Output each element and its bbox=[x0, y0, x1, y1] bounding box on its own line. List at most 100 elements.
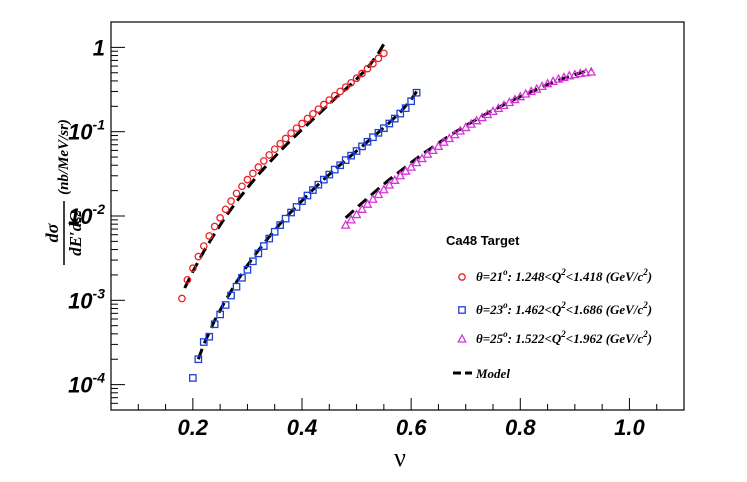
data-point bbox=[358, 69, 366, 78]
data-point bbox=[325, 170, 334, 179]
legend-marker bbox=[458, 306, 466, 314]
data-point bbox=[406, 161, 417, 171]
data-point bbox=[276, 139, 285, 148]
data-point bbox=[352, 74, 361, 83]
legend-label: θ=23o: 1.462<Q2<1.686 (GeV/c2) bbox=[476, 300, 652, 317]
data-point bbox=[319, 175, 328, 184]
data-point bbox=[389, 174, 400, 184]
legend-marker bbox=[458, 273, 466, 281]
y-tick-label: 10-4 bbox=[68, 370, 105, 398]
data-point bbox=[314, 105, 323, 114]
data-point bbox=[199, 242, 208, 250]
data-point bbox=[259, 242, 268, 250]
data-point bbox=[373, 189, 384, 199]
data-point bbox=[363, 137, 372, 146]
data-point bbox=[303, 114, 312, 123]
data-point bbox=[194, 355, 203, 364]
y-tick-label: 10-2 bbox=[68, 201, 105, 229]
data-point bbox=[276, 221, 285, 229]
data-point bbox=[221, 301, 230, 309]
data-point bbox=[325, 96, 334, 104]
axes: 0.2 0.4 0.6 0.8 1.0 1 10-1 10-2 10-3 10-4 bbox=[68, 21, 685, 440]
data-point bbox=[254, 249, 263, 258]
data-point bbox=[378, 184, 389, 194]
data-point bbox=[412, 88, 421, 97]
data-point bbox=[210, 222, 219, 231]
data-point bbox=[292, 203, 301, 211]
data-point bbox=[281, 134, 290, 143]
x-tick-label: 0.4 bbox=[287, 415, 318, 440]
data-point bbox=[330, 91, 339, 100]
data-point bbox=[362, 198, 373, 208]
model-curve bbox=[344, 67, 592, 220]
data-point bbox=[341, 83, 350, 91]
data-point bbox=[385, 119, 394, 128]
data-point bbox=[559, 72, 569, 82]
data-point bbox=[287, 129, 295, 138]
data-point bbox=[564, 70, 575, 80]
legend: Ca48 Target θ=21o: 1.248<Q2<1.418 (GeV/c… bbox=[446, 233, 652, 381]
data-point bbox=[210, 320, 219, 329]
data-point bbox=[575, 68, 586, 78]
data-point bbox=[363, 64, 372, 73]
series-square bbox=[189, 88, 421, 382]
data-point bbox=[586, 66, 597, 76]
data-point bbox=[232, 282, 241, 291]
data-point bbox=[314, 180, 323, 189]
data-point bbox=[336, 87, 345, 96]
legend-title: Ca48 Target bbox=[446, 233, 520, 248]
data-point bbox=[194, 252, 203, 261]
data-point bbox=[569, 69, 580, 79]
data-point bbox=[238, 182, 246, 191]
plot-frame bbox=[110, 21, 685, 411]
data-point bbox=[369, 133, 377, 142]
legend-label: θ=25o: 1.522<Q2<1.962 (GeV/c2) bbox=[476, 329, 652, 346]
y-title-denominator: dE′dΩ bbox=[66, 210, 85, 256]
data-point bbox=[298, 119, 306, 128]
data-point bbox=[216, 310, 224, 319]
data-point bbox=[270, 145, 279, 154]
legend-label: θ=21o: 1.248<Q2<1.418 (GeV/c2) bbox=[476, 267, 652, 284]
x-tick-label: 0.8 bbox=[505, 415, 536, 440]
data-point bbox=[287, 208, 295, 217]
data-point bbox=[178, 294, 186, 303]
model-curves bbox=[183, 43, 592, 360]
data-point bbox=[189, 264, 197, 273]
data-point bbox=[351, 209, 362, 219]
model-curve bbox=[196, 90, 418, 360]
data-point bbox=[303, 191, 312, 200]
data-point bbox=[341, 156, 350, 164]
legend-model-label: Model bbox=[475, 366, 510, 381]
data-point bbox=[358, 142, 366, 151]
data-point bbox=[368, 193, 378, 203]
data-point bbox=[221, 205, 230, 214]
y-tick-label: 10-1 bbox=[68, 117, 105, 145]
data-point bbox=[330, 165, 339, 174]
data-point bbox=[298, 197, 306, 206]
data-point bbox=[380, 49, 388, 58]
data-point bbox=[396, 109, 405, 118]
data-point bbox=[227, 197, 235, 206]
data-point bbox=[340, 219, 351, 229]
data-point bbox=[227, 291, 235, 300]
data-point bbox=[270, 227, 279, 236]
legend-marker bbox=[457, 333, 467, 343]
y-title-unit: (nb/MeV/sr) bbox=[56, 119, 72, 195]
data-point bbox=[347, 78, 355, 87]
data-point bbox=[265, 234, 274, 243]
data-point bbox=[309, 186, 317, 194]
data-point bbox=[189, 374, 197, 382]
data-point bbox=[357, 203, 367, 213]
data-point bbox=[183, 275, 192, 284]
data-point bbox=[380, 124, 388, 133]
data-point bbox=[417, 153, 427, 163]
data-point bbox=[384, 179, 395, 189]
data-point bbox=[319, 100, 328, 109]
data-point bbox=[199, 338, 208, 346]
data-point bbox=[374, 128, 383, 137]
data-point bbox=[249, 169, 257, 178]
data-point bbox=[265, 151, 274, 159]
y-axis-title: dσ dE′dΩ (nb/MeV/sr) bbox=[42, 119, 85, 265]
data-point bbox=[238, 273, 246, 282]
data-series bbox=[178, 49, 597, 382]
